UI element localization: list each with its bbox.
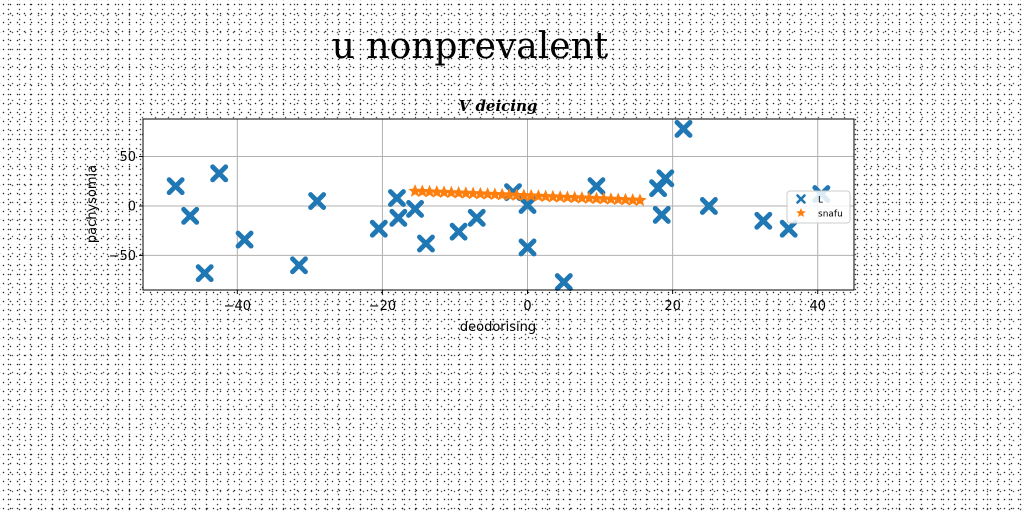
x-tick-label: −40: [224, 299, 251, 314]
series-L: [166, 119, 831, 292]
data-point: [502, 188, 517, 201]
axis-ticks: −40 −20 0 20 40 −50 0 50: [109, 150, 826, 314]
data-point: [518, 196, 537, 214]
legend-label: snafu: [818, 210, 843, 220]
data-point: [449, 222, 468, 241]
data-point: [554, 273, 573, 292]
data-point: [369, 219, 388, 238]
y-axis-label: pachysomia: [85, 165, 100, 243]
data-point: [568, 190, 582, 204]
data-point: [389, 208, 408, 227]
data-point: [166, 177, 185, 196]
data-point: [674, 119, 693, 138]
data-point: [699, 197, 718, 215]
data-point: [195, 264, 214, 283]
data-point: [467, 208, 486, 227]
legend-marker: [796, 194, 806, 204]
data-point: [387, 189, 406, 208]
page-title: u nonprevalent: [331, 26, 609, 67]
data-point: [466, 186, 480, 200]
data-point: [488, 187, 502, 201]
plot-area: [143, 119, 854, 290]
x-axis-label: deodorising: [460, 320, 536, 335]
data-point: [235, 230, 254, 249]
data-point: [406, 200, 425, 218]
data-point: [524, 188, 538, 202]
data-point: [308, 192, 327, 210]
data-point: [656, 169, 675, 188]
data-point: [587, 177, 606, 196]
plot-frame: [142, 118, 855, 291]
x-tick-label: 20: [664, 299, 681, 314]
chart-title: V deicing: [459, 97, 538, 115]
data-point: [181, 206, 200, 225]
data-point: [509, 188, 524, 201]
data-point: [480, 187, 495, 200]
x-tick-label: 0: [523, 299, 531, 314]
data-point: [652, 205, 671, 224]
y-tick-label: 0: [128, 199, 136, 214]
data-point: [517, 188, 531, 202]
data-point: [575, 190, 589, 204]
data-point: [459, 186, 473, 199]
data-point: [626, 193, 640, 206]
series-snafu: [408, 184, 647, 207]
data-point: [539, 189, 553, 203]
y-tick-label: −50: [109, 249, 136, 264]
data-point: [417, 234, 435, 253]
data-point: [451, 185, 466, 199]
data-point: [560, 190, 575, 204]
data-point: [553, 190, 567, 203]
data-point: [210, 164, 229, 183]
y-tick-label: 50: [119, 150, 136, 165]
data-point: [546, 189, 560, 203]
data-point: [290, 256, 308, 275]
data-point: [444, 185, 458, 199]
data-point: [415, 184, 429, 198]
data-point: [604, 192, 618, 205]
data-point: [582, 191, 596, 204]
data-point: [589, 191, 604, 205]
legend-marker: [796, 208, 806, 218]
data-point: [633, 193, 647, 207]
data-point: [754, 211, 773, 230]
x-tick-label: −20: [369, 299, 396, 314]
data-point: [430, 185, 444, 198]
data-marks: [166, 119, 831, 292]
data-point: [437, 185, 451, 199]
data-point: [597, 191, 611, 205]
data-point: [422, 184, 437, 198]
data-point: [779, 219, 798, 238]
data-point: [611, 192, 625, 206]
legend-label: L: [818, 196, 823, 206]
x-tick-label: 40: [809, 299, 826, 314]
data-point: [495, 187, 509, 201]
data-point: [473, 186, 488, 200]
data-point: [531, 189, 546, 202]
data-point: [408, 184, 422, 197]
data-point: [618, 192, 633, 206]
data-point: [518, 238, 537, 257]
